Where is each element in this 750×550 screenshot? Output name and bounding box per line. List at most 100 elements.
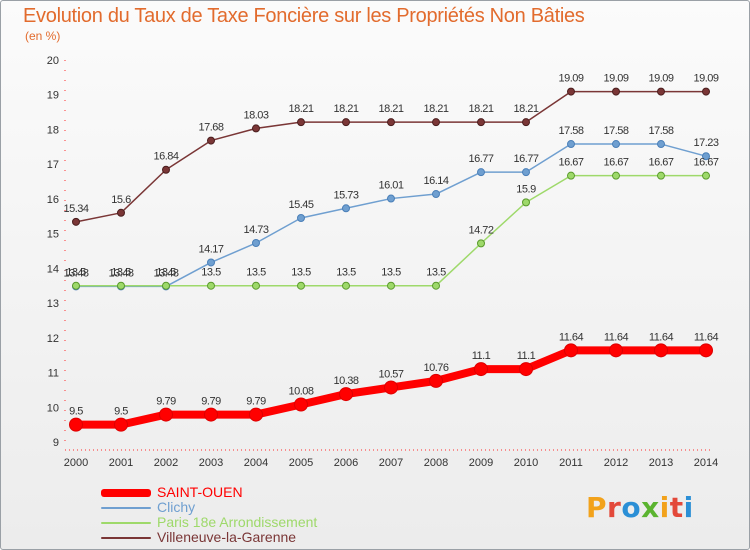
legend-label: Villeneuve-la-Garenne [157, 529, 297, 545]
data-label: 16.01 [378, 180, 403, 192]
data-label: 19.09 [558, 73, 583, 85]
data-label: 17.58 [558, 125, 583, 137]
data-label: 13.5 [66, 267, 86, 279]
data-label: 11.64 [694, 331, 719, 343]
y-tick-label: 16 [47, 194, 59, 206]
data-label: 18.21 [513, 103, 538, 115]
logo-letter: x [641, 491, 660, 524]
data-point [702, 152, 710, 161]
data-point [477, 118, 485, 127]
data-label: 18.03 [243, 109, 268, 121]
legend-label: SAINT-OUEN [157, 484, 243, 500]
data-point [609, 343, 623, 358]
x-tick-label: 2000 [64, 457, 88, 469]
data-point [477, 239, 485, 248]
data-point [159, 407, 173, 422]
data-point [117, 208, 125, 217]
data-point [657, 87, 665, 96]
x-tick-label: 2009 [469, 457, 493, 469]
data-label: 19.09 [603, 73, 628, 85]
y-tick-label: 10 [47, 402, 59, 414]
x-tick-label: 2013 [649, 457, 673, 469]
legend-label: Paris 18e Arrondissement [157, 514, 318, 530]
data-label: 14.72 [468, 224, 493, 236]
x-tick-label: 2001 [109, 457, 133, 469]
data-point [249, 407, 263, 422]
logo-letter: t [669, 491, 684, 524]
data-label: 16.67 [693, 157, 718, 169]
x-tick-label: 2008 [424, 457, 448, 469]
data-label: 16.67 [648, 157, 673, 169]
data-label: 9.5 [114, 406, 128, 418]
data-point [342, 118, 350, 127]
data-point [117, 281, 125, 290]
data-point [702, 87, 710, 96]
data-point [474, 362, 488, 377]
data-label: 16.77 [468, 153, 493, 165]
data-label: 13.5 [246, 267, 266, 279]
data-label: 15.45 [288, 199, 313, 211]
legend-swatch [101, 489, 151, 497]
data-label: 10.08 [288, 385, 313, 397]
data-label: 18.21 [288, 103, 313, 115]
data-label: 10.38 [333, 375, 358, 387]
data-label: 9.79 [156, 396, 176, 408]
data-point [612, 87, 620, 96]
data-label: 13.48 [108, 267, 133, 279]
data-label: 17.68 [198, 122, 223, 134]
data-label: 14.73 [243, 224, 268, 236]
data-label: 13.5 [381, 267, 401, 279]
data-point [654, 343, 668, 358]
data-label: 13.5 [426, 267, 446, 279]
x-tick-label: 2003 [199, 457, 223, 469]
data-label: 13.5 [111, 267, 131, 279]
data-point [297, 281, 305, 290]
data-label: 17.23 [693, 137, 718, 149]
x-tick-label: 2014 [694, 457, 718, 469]
data-label: 11.64 [559, 331, 584, 343]
data-label: 19.09 [693, 73, 718, 85]
data-point [657, 171, 665, 180]
data-point [567, 87, 575, 96]
data-label: 13.5 [201, 267, 221, 279]
data-point [384, 380, 398, 395]
x-tick-label: 2006 [334, 457, 358, 469]
y-tick-label: 9 [53, 437, 59, 449]
data-label: 16.67 [603, 157, 628, 169]
y-tick-label: 13 [47, 298, 59, 310]
data-label: 16.84 [153, 151, 178, 163]
y-tick-label: 20 [47, 55, 59, 67]
data-point [657, 140, 665, 149]
data-point [429, 373, 443, 388]
data-point [252, 281, 260, 290]
data-point [564, 343, 578, 358]
data-point [702, 171, 710, 180]
data-label: 11.1 [517, 350, 536, 362]
legend-swatch [101, 537, 151, 539]
x-tick-label: 2010 [514, 457, 538, 469]
y-tick-label: 15 [47, 229, 59, 241]
legend-swatch [101, 522, 151, 524]
data-label: 9.79 [246, 396, 266, 408]
x-tick-label: 2012 [604, 457, 628, 469]
data-point [567, 171, 575, 180]
data-label: 19.09 [648, 73, 673, 85]
data-label: 15.6 [111, 194, 131, 206]
data-point [252, 239, 260, 248]
data-label: 13.5 [156, 267, 176, 279]
data-point [72, 281, 80, 290]
data-point [342, 281, 350, 290]
data-point [522, 168, 530, 177]
data-label: 11.64 [649, 331, 674, 343]
y-tick-label: 17 [47, 159, 59, 171]
data-point [612, 171, 620, 180]
y-tick-label: 14 [47, 263, 59, 275]
data-label: 13.48 [63, 267, 88, 279]
data-point [207, 258, 215, 267]
data-point [294, 397, 308, 412]
data-label: 15.9 [516, 183, 536, 195]
data-label: 16.67 [558, 157, 583, 169]
data-point [162, 281, 170, 290]
data-label: 13.5 [336, 267, 356, 279]
data-label: 15.34 [63, 203, 88, 215]
